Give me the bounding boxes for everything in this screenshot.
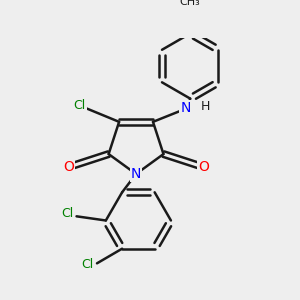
Text: O: O <box>63 160 74 174</box>
Text: Cl: Cl <box>61 208 74 220</box>
Text: Cl: Cl <box>82 258 94 271</box>
Text: Cl: Cl <box>74 99 86 112</box>
Text: H: H <box>201 100 210 113</box>
Text: O: O <box>198 160 209 174</box>
Text: N: N <box>180 101 191 115</box>
Text: CH₃: CH₃ <box>180 0 201 7</box>
Text: N: N <box>131 167 141 181</box>
